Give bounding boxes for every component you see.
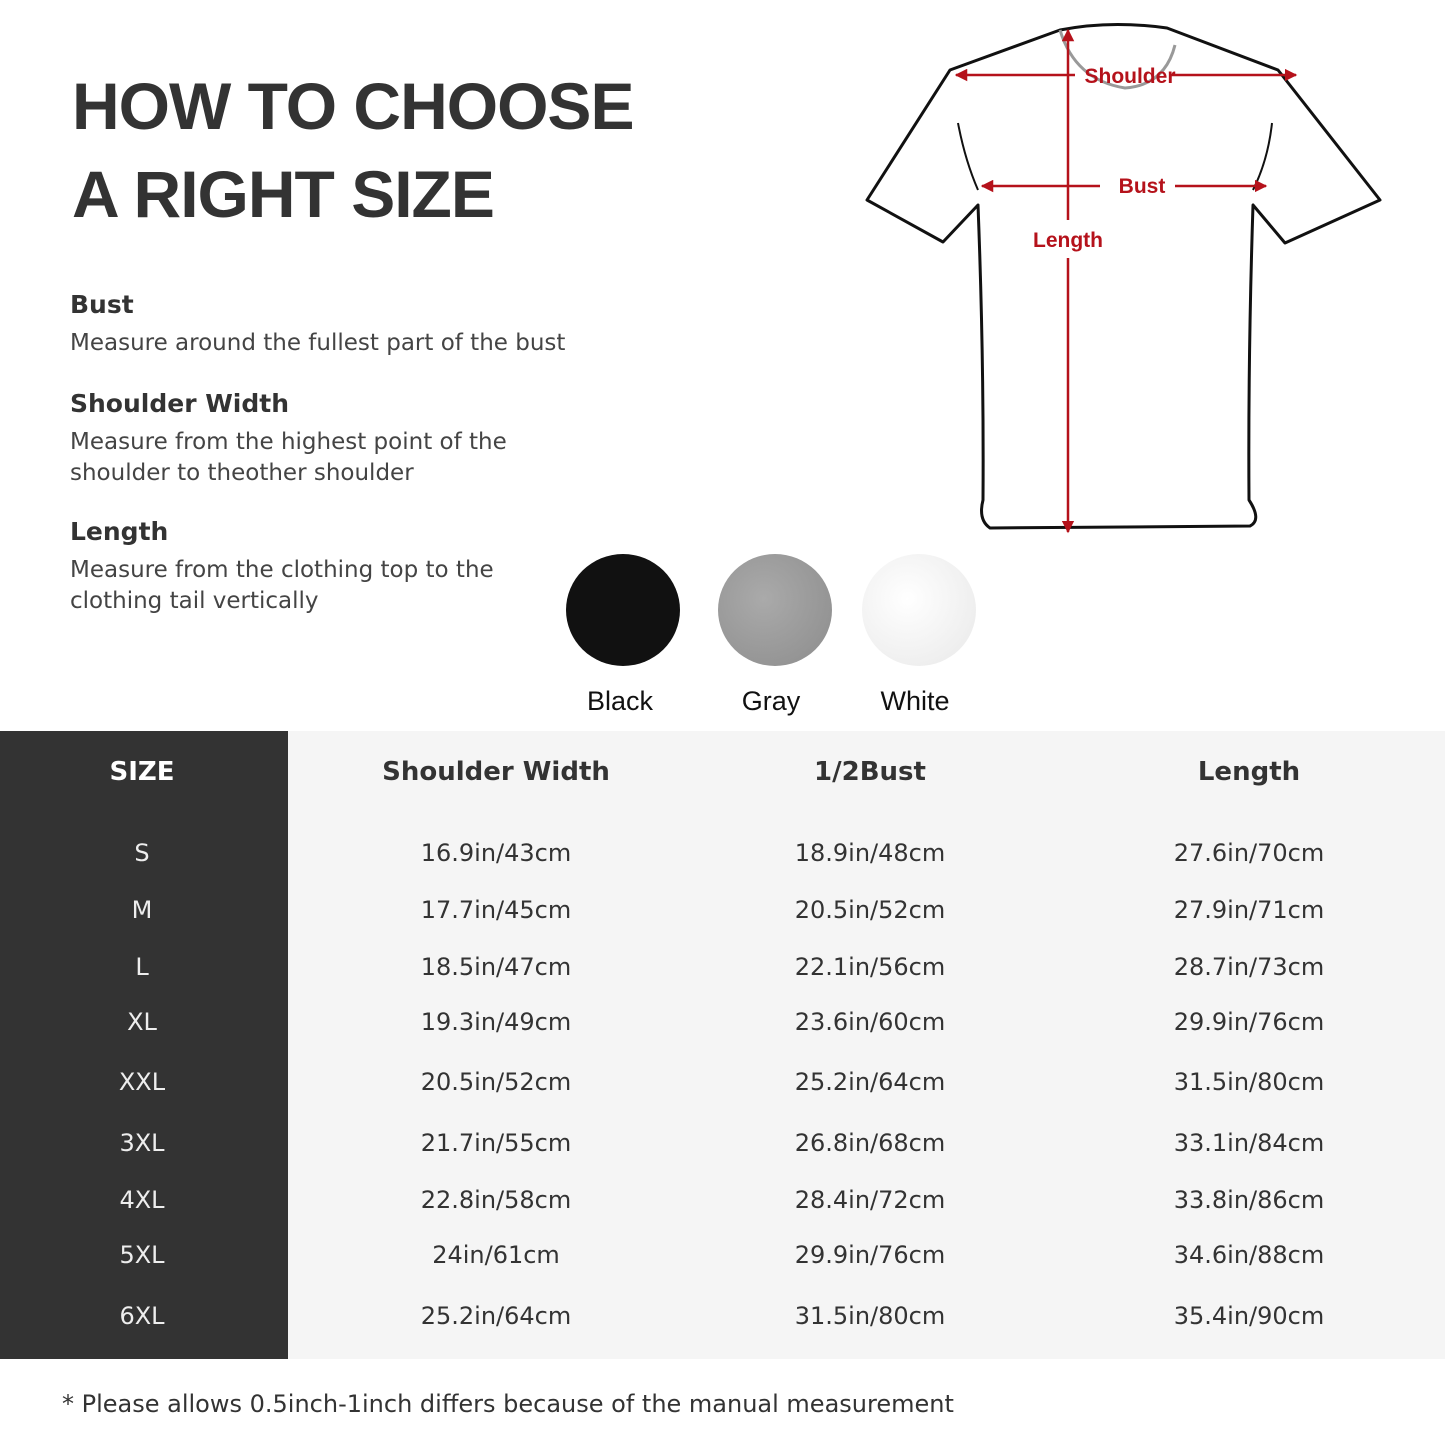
length-section: Length Measure from the clothing top to … [70,517,494,614]
table-cell: 20.5in/52cm [794,896,946,924]
color-swatch-gray[interactable] [718,554,832,666]
length-label: Length [1033,229,1103,252]
table-cell: 27.9in/71cm [1173,896,1325,924]
table-cell: 26.8in/68cm [794,1129,946,1157]
table-cell: 20.5in/52cm [420,1068,572,1096]
color-swatch-black[interactable] [566,554,680,666]
table-cell: 18.9in/48cm [794,839,946,867]
size-column [0,731,288,1359]
tshirt-outline [865,22,1382,530]
size-table: SIZE Shoulder Width 1/2Bust Length S 16.9in/4… [0,731,1445,1359]
shoulder-section: Shoulder Width Measure from the highest … [70,389,507,486]
color-swatch-white[interactable] [862,554,976,666]
column-header: SIZE [109,757,175,787]
color-label-white: White [880,686,950,716]
table-cell: 25.2in/64cm [794,1068,946,1096]
bust-section: Bust Measure around the fullest part of … [70,290,566,356]
table-cell: 35.4in/90cm [1173,1302,1325,1330]
table-cell: M [131,896,153,924]
footnote: * Please allows 0.5inch-1inch differs be… [62,1390,954,1418]
table-cell: 18.5in/47cm [420,953,572,981]
table-cell: 6XL [119,1302,165,1330]
table-cell: 22.1in/56cm [794,953,946,981]
table-cell: 27.6in/70cm [1173,839,1325,867]
color-label-gray: Gray [741,686,801,716]
table-cell: 28.4in/72cm [794,1186,946,1214]
table-cell: 19.3in/49cm [420,1008,572,1036]
color-label-black: Black [586,686,654,716]
table-cell: 25.2in/64cm [420,1302,572,1330]
table-cell: 3XL [119,1129,165,1157]
table-cell: 29.9in/76cm [1173,1008,1325,1036]
bust-label: Bust [1119,175,1166,198]
table-cell: 31.5in/80cm [1173,1068,1325,1096]
table-cell: XL [127,1008,157,1036]
column-header: Shoulder Width [382,757,610,787]
table-cell: 5XL [119,1241,165,1269]
table-cell: 22.8in/58cm [420,1186,572,1214]
table-cell: 28.7in/73cm [1173,953,1325,981]
table-cell: 33.8in/86cm [1173,1186,1325,1214]
table-cell: 17.7in/45cm [420,896,572,924]
table-cell: XXL [118,1068,166,1096]
table-cell: 34.6in/88cm [1173,1241,1325,1269]
page-title: HOW TO CHOOSE A RIGHT SIZE [72,69,634,231]
column-header: Length [1197,757,1301,787]
shoulder-label: Shoulder [1084,65,1175,88]
column-header: 1/2Bust [814,757,926,787]
table-cell: 23.6in/60cm [794,1008,946,1036]
table-cell: 29.9in/76cm [794,1241,946,1269]
table-cell: 4XL [119,1186,165,1214]
table-cell: L [135,953,149,981]
table-cell: 31.5in/80cm [794,1302,946,1330]
table-cell: 21.7in/55cm [420,1129,572,1157]
table-cell: 24in/61cm [432,1241,560,1269]
table-cell: S [134,839,150,867]
tshirt-diagram: Shoulder Bust Length [865,22,1382,534]
table-cell: 33.1in/84cm [1173,1129,1325,1157]
table-cell: 16.9in/43cm [420,839,572,867]
